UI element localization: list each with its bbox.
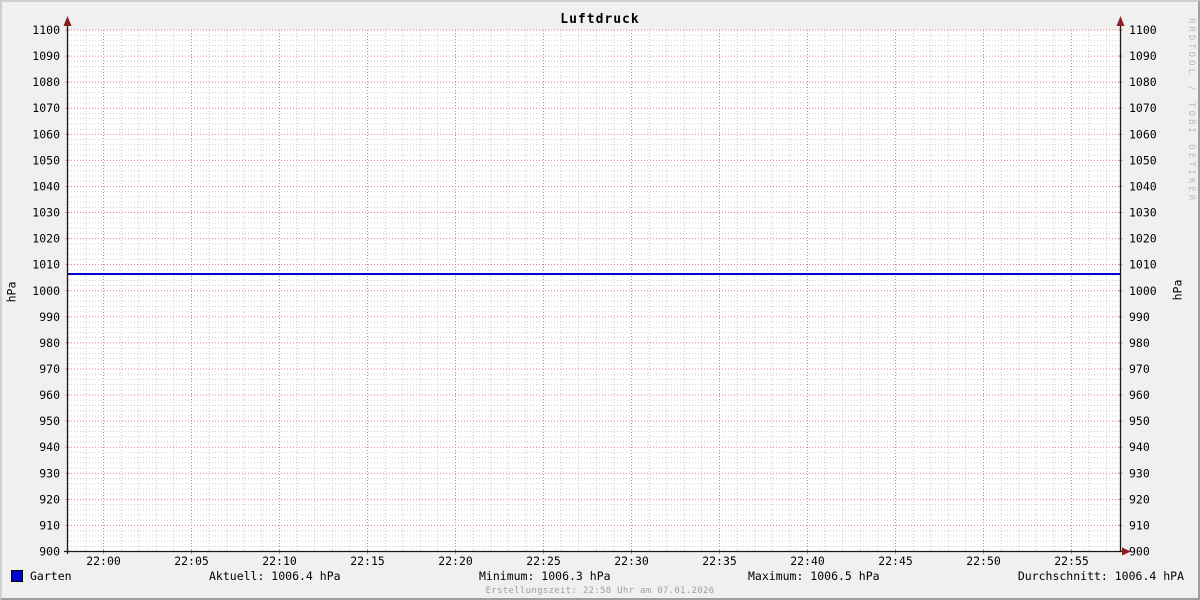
y-tick-label-right: 1050	[1129, 153, 1157, 167]
y-tick-label-right: 1060	[1129, 127, 1157, 141]
y-tick-label-right: 1070	[1129, 101, 1157, 115]
series-swatch	[11, 570, 23, 582]
y-tick-label-right: 950	[1129, 414, 1150, 428]
y-tick-label-left: 930	[39, 466, 60, 480]
x-tick-label: 22:05	[174, 554, 209, 568]
x-tick-label: 22:20	[438, 554, 473, 568]
y-axis-label-left: hPa	[4, 281, 19, 303]
y-tick-label-left: 1070	[32, 101, 60, 115]
y-tick-label-left: 1050	[32, 153, 60, 167]
y-tick-label-left: 980	[39, 336, 60, 350]
y-tick-label-left: 910	[39, 518, 60, 532]
y-tick-label-right: 1040	[1129, 179, 1157, 193]
x-tick-label: 22:40	[790, 554, 825, 568]
y-tick-label-left: 940	[39, 440, 60, 454]
x-tick-label: 22:00	[86, 554, 121, 568]
y-tick-label-right: 930	[1129, 466, 1150, 480]
y-tick-label-right: 920	[1129, 492, 1150, 506]
x-tick-label: 22:15	[350, 554, 385, 568]
chart-title: Luftdruck	[560, 12, 640, 27]
y-tick-label-left: 1040	[32, 179, 60, 193]
y-tick-label-right: 990	[1129, 310, 1150, 324]
x-tick-label: 22:45	[878, 554, 913, 568]
y-tick-label-right: 1010	[1129, 258, 1157, 272]
legend-maximum: Maximum: 1006.5 hPa	[748, 569, 880, 583]
y-tick-label-left: 1080	[32, 75, 60, 89]
y-tick-label-left: 1100	[32, 23, 60, 37]
y-tick-label-right: 940	[1129, 440, 1150, 454]
y-tick-label-left: 960	[39, 388, 60, 402]
y-tick-label-right: 980	[1129, 336, 1150, 350]
y-tick-label-left: 1060	[32, 127, 60, 141]
y-tick-label-left: 950	[39, 414, 60, 428]
y-tick-label-right: 1030	[1129, 206, 1157, 220]
y-tick-label-right: 1100	[1129, 23, 1157, 37]
legend-minimum: Minimum: 1006.3 hPa	[479, 569, 611, 583]
y-tick-label-left: 1010	[32, 258, 60, 272]
legend-aktuell: Aktuell: 1006.4 hPa	[209, 569, 341, 583]
y-tick-label-right: 1090	[1129, 49, 1157, 63]
y-tick-label-left: 1000	[32, 284, 60, 298]
x-tick-label: 22:35	[702, 554, 737, 568]
x-tick-label: 22:25	[526, 554, 561, 568]
creation-time: Erstellungszeit: 22:58 Uhr am 07.01.2026	[485, 586, 715, 596]
y-tick-label-left: 1020	[32, 232, 60, 246]
x-tick-label: 22:10	[262, 554, 297, 568]
y-tick-label-left: 1090	[32, 49, 60, 63]
legend-durchschnitt: Durchschnitt: 1006.4 hPA	[1017, 569, 1184, 583]
legend-series-label: Garten	[30, 569, 72, 583]
y-tick-label-right: 1080	[1129, 75, 1157, 89]
y-tick-label-right: 960	[1129, 388, 1150, 402]
arrow-up-left	[63, 16, 72, 26]
y-tick-label-right: 970	[1129, 362, 1150, 376]
x-tick-label: 22:50	[966, 554, 1001, 568]
y-tick-label-left: 970	[39, 362, 60, 376]
arrow-right-x	[1122, 547, 1131, 556]
y-tick-label-left: 900	[39, 545, 60, 559]
y-tick-label-right: 1020	[1129, 232, 1157, 246]
x-tick-label: 22:55	[1054, 554, 1089, 568]
y-tick-label-right: 910	[1129, 518, 1150, 532]
y-tick-label-left: 920	[39, 492, 60, 506]
rrdtool-watermark: RRDTOOL / TOBI OETIKER	[1186, 18, 1196, 204]
y-tick-label-right: 1000	[1129, 284, 1157, 298]
y-tick-label-left: 990	[39, 310, 60, 324]
x-tick-label: 22:30	[614, 554, 649, 568]
y-tick-label-left: 1030	[32, 206, 60, 220]
y-tick-label-right: 900	[1129, 545, 1150, 559]
arrow-up-right	[1116, 16, 1125, 26]
y-axis-label-right: hPa	[1170, 279, 1185, 301]
